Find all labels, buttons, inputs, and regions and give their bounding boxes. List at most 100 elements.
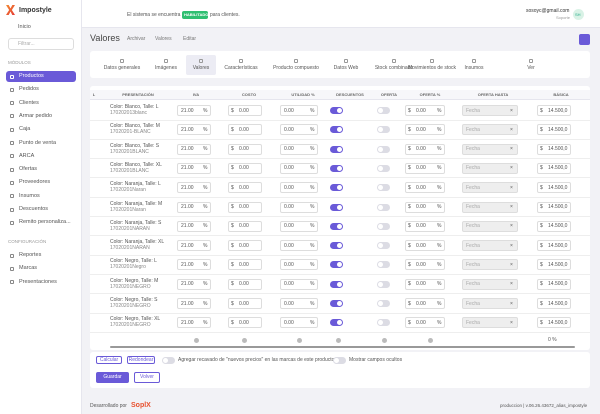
input[interactable] <box>405 278 445 290</box>
breadcrumb[interactable]: Valores <box>155 36 172 42</box>
toggle[interactable] <box>330 126 343 134</box>
input[interactable] <box>280 220 318 232</box>
input[interactable] <box>228 105 262 116</box>
tab[interactable]: Stock combinado <box>374 65 414 71</box>
input[interactable] <box>405 240 445 252</box>
toggle[interactable] <box>330 145 343 153</box>
toggle[interactable] <box>377 222 390 230</box>
input[interactable] <box>405 105 445 116</box>
toggle[interactable] <box>333 356 346 364</box>
input[interactable] <box>462 298 518 309</box>
input[interactable] <box>405 201 445 213</box>
input[interactable] <box>228 240 262 252</box>
input[interactable] <box>462 201 518 213</box>
nav-item[interactable]: Ofertas <box>19 166 38 173</box>
nav-item[interactable]: Reportes <box>19 252 42 258</box>
input[interactable] <box>228 124 262 136</box>
input[interactable] <box>537 259 571 271</box>
input[interactable] <box>228 201 262 213</box>
input[interactable] <box>405 298 445 309</box>
input[interactable] <box>462 182 518 194</box>
input[interactable] <box>177 220 211 232</box>
input[interactable] <box>405 317 445 329</box>
input[interactable] <box>462 220 518 232</box>
input[interactable] <box>280 259 318 271</box>
input[interactable] <box>405 182 445 194</box>
button[interactable] <box>96 372 129 383</box>
input[interactable] <box>228 259 262 271</box>
input[interactable] <box>177 240 211 252</box>
toggle[interactable] <box>377 319 390 327</box>
input[interactable] <box>177 143 211 155</box>
input[interactable] <box>462 259 518 271</box>
input[interactable] <box>405 259 445 271</box>
input[interactable] <box>537 220 571 232</box>
input[interactable] <box>537 317 571 329</box>
input[interactable] <box>537 240 571 252</box>
tab[interactable]: Producto compuesto <box>273 65 319 71</box>
toggle[interactable] <box>377 126 390 134</box>
toggle[interactable] <box>377 145 390 153</box>
toggle[interactable] <box>330 164 343 172</box>
toggle[interactable] <box>377 261 390 269</box>
toggle[interactable] <box>330 261 343 269</box>
input[interactable] <box>280 182 318 194</box>
nav-item[interactable]: Presentaciones <box>19 278 57 285</box>
input[interactable] <box>462 278 518 290</box>
input[interactable] <box>228 162 262 174</box>
nav-item[interactable]: Productos <box>19 73 44 79</box>
toggle[interactable] <box>330 184 343 192</box>
toggle[interactable] <box>330 222 343 230</box>
input[interactable] <box>280 298 318 309</box>
input[interactable] <box>280 240 318 252</box>
toggle[interactable] <box>330 203 343 211</box>
input[interactable] <box>177 124 211 136</box>
tab[interactable]: Características <box>224 65 258 71</box>
input[interactable] <box>177 105 211 116</box>
toggle[interactable] <box>330 300 343 307</box>
input[interactable] <box>280 201 318 213</box>
input[interactable] <box>537 298 571 309</box>
input[interactable] <box>462 124 518 136</box>
input[interactable] <box>537 124 571 136</box>
input[interactable] <box>405 124 445 136</box>
toggle[interactable] <box>377 164 390 172</box>
input[interactable] <box>280 278 318 290</box>
toggle[interactable] <box>377 242 390 250</box>
input[interactable] <box>280 317 318 329</box>
input[interactable] <box>228 278 262 290</box>
toggle[interactable] <box>377 107 390 114</box>
nav-item[interactable]: Armar pedido <box>19 112 53 119</box>
input[interactable] <box>462 240 518 252</box>
tab[interactable]: Imágenes <box>155 65 177 71</box>
input[interactable] <box>177 201 211 213</box>
input[interactable] <box>280 105 318 116</box>
input[interactable] <box>537 105 571 116</box>
input[interactable] <box>177 298 211 309</box>
input[interactable] <box>537 162 571 174</box>
nav-item[interactable]: Remito personaliza... <box>19 219 71 226</box>
toggle[interactable] <box>330 319 343 327</box>
nav-item[interactable]: Descuentos <box>19 206 49 212</box>
nav-item[interactable]: Clientes <box>19 99 39 106</box>
nav-item[interactable]: Caja <box>19 126 31 133</box>
button[interactable] <box>96 356 122 364</box>
toggle[interactable] <box>377 300 390 307</box>
input[interactable] <box>462 162 518 174</box>
input[interactable] <box>177 259 211 271</box>
input[interactable] <box>537 182 571 194</box>
toggle[interactable] <box>330 242 343 250</box>
menu-button[interactable] <box>579 34 590 45</box>
toggle[interactable] <box>330 280 343 288</box>
input[interactable] <box>177 182 211 194</box>
tab[interactable]: Insumos <box>464 65 484 71</box>
input[interactable] <box>280 162 318 174</box>
tab[interactable]: Datos generales <box>103 65 141 71</box>
input[interactable] <box>228 143 262 155</box>
button[interactable] <box>127 356 155 364</box>
toggle[interactable] <box>162 356 175 364</box>
input[interactable] <box>228 220 262 232</box>
input[interactable] <box>462 317 518 329</box>
toggle[interactable] <box>377 280 390 288</box>
tab[interactable]: Movimientos de stock <box>407 65 457 71</box>
